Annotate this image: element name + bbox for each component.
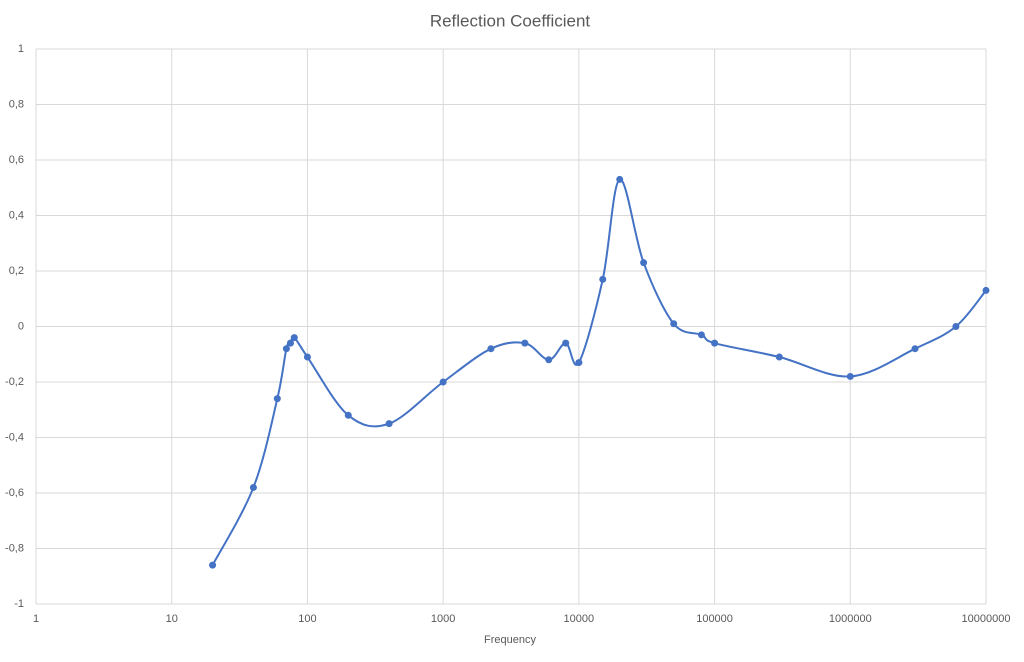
y-tick-label: -0,6 [5,487,24,499]
data-point [282,345,290,353]
x-axis-title: Frequency [484,634,536,646]
data-point [616,175,624,183]
data-point [290,334,298,342]
data-point [521,339,529,347]
x-tick-label: 10000 [564,613,595,625]
x-tick-label: 1 [33,613,39,625]
y-tick-label: 0,8 [9,98,24,110]
data-point [249,483,257,491]
data-point [775,353,783,361]
data-point [209,561,217,569]
chart-title: Reflection Coefficient [430,11,591,30]
y-tick-label: 1 [18,43,24,55]
x-tick-label: 1000000 [829,613,872,625]
data-point [303,353,311,361]
data-point [697,331,705,339]
data-point [562,339,570,347]
data-point [599,275,607,283]
data-point [273,395,281,403]
data-point [344,411,352,419]
data-point [982,286,990,294]
x-tick-label: 10000000 [962,613,1011,625]
data-point [286,339,294,347]
y-tick-label: 0 [18,320,24,332]
y-tick-label: 0,4 [9,209,24,221]
data-point [640,259,648,267]
y-tick-label: 0,2 [9,265,24,277]
y-tick-label: -0,2 [5,376,24,388]
data-point [545,356,553,364]
x-tick-label: 10 [166,613,178,625]
y-tick-label: -1 [14,598,24,610]
data-point [439,378,447,386]
x-tick-label: 100 [298,613,316,625]
data-point [487,345,495,353]
y-tick-label: 0,6 [9,154,24,166]
x-tick-label: 100000 [696,613,733,625]
x-tick-label: 1000 [431,613,455,625]
data-point [711,339,719,347]
y-tick-label: -0,8 [5,542,24,554]
data-point [575,359,583,367]
data-point [952,323,960,330]
data-point [911,345,919,353]
y-tick-label: -0,4 [5,431,24,443]
data-point [385,420,393,428]
data-point [846,372,854,380]
data-point [670,320,678,328]
